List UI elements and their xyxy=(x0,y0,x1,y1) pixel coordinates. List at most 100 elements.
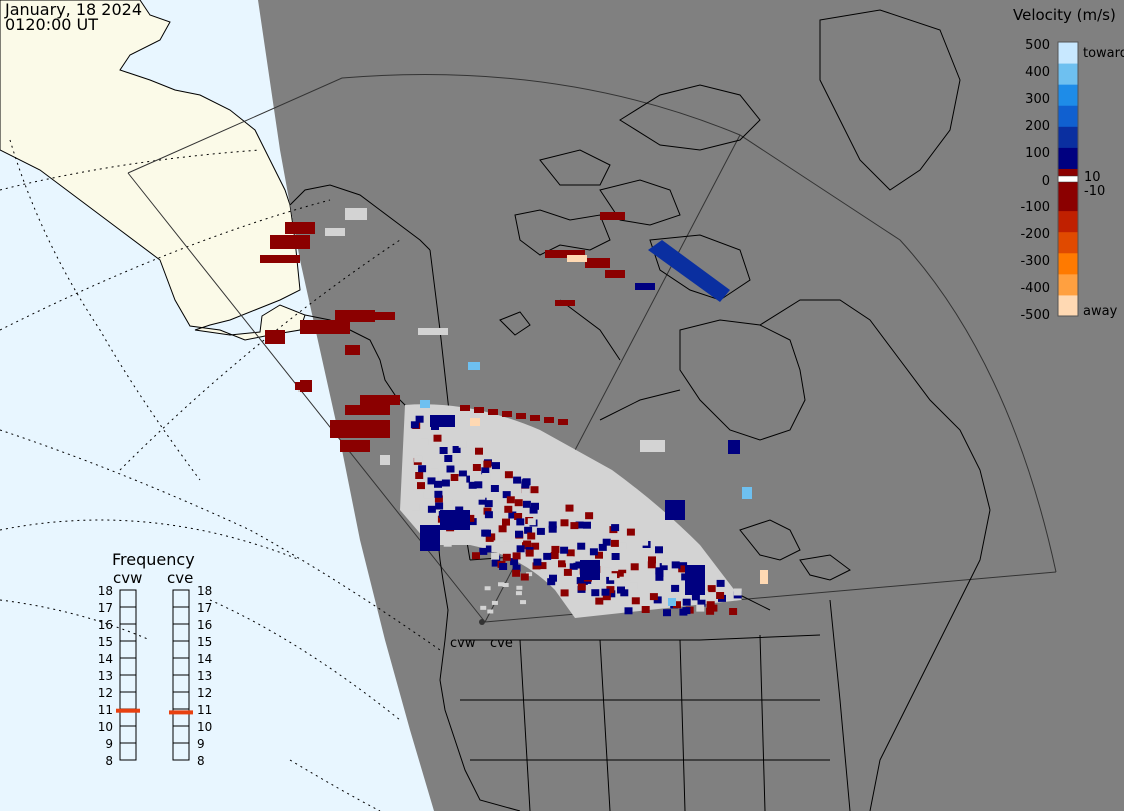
velocity-cell xyxy=(483,460,492,468)
velocity-cell xyxy=(439,447,448,454)
velocity-cell xyxy=(595,551,603,559)
legend-tick-label: 10 xyxy=(1084,170,1101,185)
radar-sites: cvw cve xyxy=(450,619,513,651)
ground-scatter-cell xyxy=(520,600,527,605)
velocity-cell xyxy=(591,589,600,597)
velocity-cell xyxy=(472,552,480,560)
velocity-cell xyxy=(697,599,706,607)
velocity-cell xyxy=(709,604,718,612)
velocity-cell xyxy=(728,440,740,454)
velocity-cell xyxy=(629,582,638,590)
frequency-scale-left: 13 xyxy=(98,669,113,683)
frequency-scale-right: 16 xyxy=(197,618,212,632)
legend-color-step xyxy=(1058,273,1078,296)
velocity-cell xyxy=(434,480,442,488)
velocity-cell xyxy=(513,476,522,484)
velocity-cell xyxy=(340,440,370,452)
ground-scatter-cell xyxy=(487,609,494,614)
ground-scatter-cell xyxy=(640,440,665,452)
velocity-cell xyxy=(418,465,427,473)
velocity-cell xyxy=(479,547,488,555)
velocity-cell xyxy=(567,255,587,262)
velocity-cell xyxy=(512,552,521,560)
velocity-cell xyxy=(659,563,668,571)
velocity-cell xyxy=(498,510,507,518)
velocity-cell xyxy=(265,330,285,344)
day-side-land xyxy=(0,0,306,341)
velocity-cell xyxy=(485,534,494,542)
velocity-cell xyxy=(434,490,443,498)
velocity-cell xyxy=(635,283,655,290)
velocity-cell xyxy=(760,570,768,584)
velocity-cell xyxy=(673,601,681,609)
velocity-cell xyxy=(617,586,625,594)
velocity-cell xyxy=(478,497,487,505)
velocity-cell xyxy=(619,525,628,532)
velocity-cells-layer xyxy=(260,212,768,617)
velocity-cell xyxy=(466,514,475,522)
velocity-cell xyxy=(420,525,440,551)
legend-tick-label: 300 xyxy=(1025,92,1050,107)
velocity-cell xyxy=(682,607,691,615)
legend-color-step xyxy=(1058,105,1078,127)
velocity-cell xyxy=(641,606,650,613)
velocity-cell xyxy=(716,579,725,587)
velocity-cell xyxy=(605,270,625,278)
velocity-cell xyxy=(414,455,423,463)
velocity-cell xyxy=(430,468,439,476)
velocity-cell xyxy=(560,546,569,554)
ground-scatter-cell xyxy=(380,455,390,465)
velocity-cell xyxy=(335,310,375,322)
velocity-cell xyxy=(420,400,430,408)
velocity-cell xyxy=(530,486,539,494)
velocity-cell xyxy=(580,560,600,580)
velocity-cell xyxy=(474,407,484,413)
velocity-cell xyxy=(575,561,584,569)
velocity-cell xyxy=(410,421,419,429)
velocity-cell xyxy=(607,590,616,598)
velocity-cell xyxy=(491,545,500,553)
velocity-cell xyxy=(483,529,491,537)
legend-color-step xyxy=(1058,231,1078,254)
velocity-cell xyxy=(536,527,545,535)
velocity-cell xyxy=(427,477,436,485)
frequency-scale-right: 18 xyxy=(197,584,212,598)
velocity-cell xyxy=(618,542,627,550)
velocity-cell xyxy=(330,420,390,438)
legend-tick-label: -300 xyxy=(1020,254,1050,269)
velocity-cell xyxy=(655,569,664,577)
velocity-cell xyxy=(558,419,568,425)
velocity-cell xyxy=(680,565,689,573)
velocity-cell xyxy=(515,530,523,538)
legend-color-step xyxy=(1058,84,1078,106)
frequency-station-cvw: cvw xyxy=(113,569,142,587)
velocity-cell xyxy=(423,491,432,499)
velocity-cell xyxy=(585,258,610,268)
frequency-scale-left: 17 xyxy=(98,601,113,615)
velocity-cell xyxy=(707,585,716,593)
velocity-cell xyxy=(415,472,424,479)
legend-tick-label: -200 xyxy=(1020,227,1050,242)
velocity-cell xyxy=(474,481,483,489)
velocity-cell xyxy=(471,456,480,464)
legend-color-step xyxy=(1058,189,1078,212)
velocity-cell xyxy=(665,500,685,520)
velocity-cell xyxy=(498,531,507,539)
velocity-cell xyxy=(490,485,499,492)
velocity-cell xyxy=(565,556,574,564)
legend-tick-label: 400 xyxy=(1025,65,1050,80)
velocity-cell xyxy=(485,545,494,553)
velocity-cell xyxy=(523,540,532,548)
ground-scatter-cell xyxy=(325,228,345,236)
velocity-cell xyxy=(696,604,705,612)
velocity-cell xyxy=(577,542,586,550)
legend-color-step xyxy=(1058,294,1078,317)
velocity-cell xyxy=(521,488,530,496)
velocity-cell xyxy=(484,500,493,508)
velocity-cell xyxy=(570,522,579,530)
velocity-cell xyxy=(600,212,625,220)
velocity-cell xyxy=(482,473,491,480)
velocity-cell xyxy=(499,563,508,570)
velocity-cell xyxy=(575,521,584,529)
velocity-cell xyxy=(522,500,531,508)
